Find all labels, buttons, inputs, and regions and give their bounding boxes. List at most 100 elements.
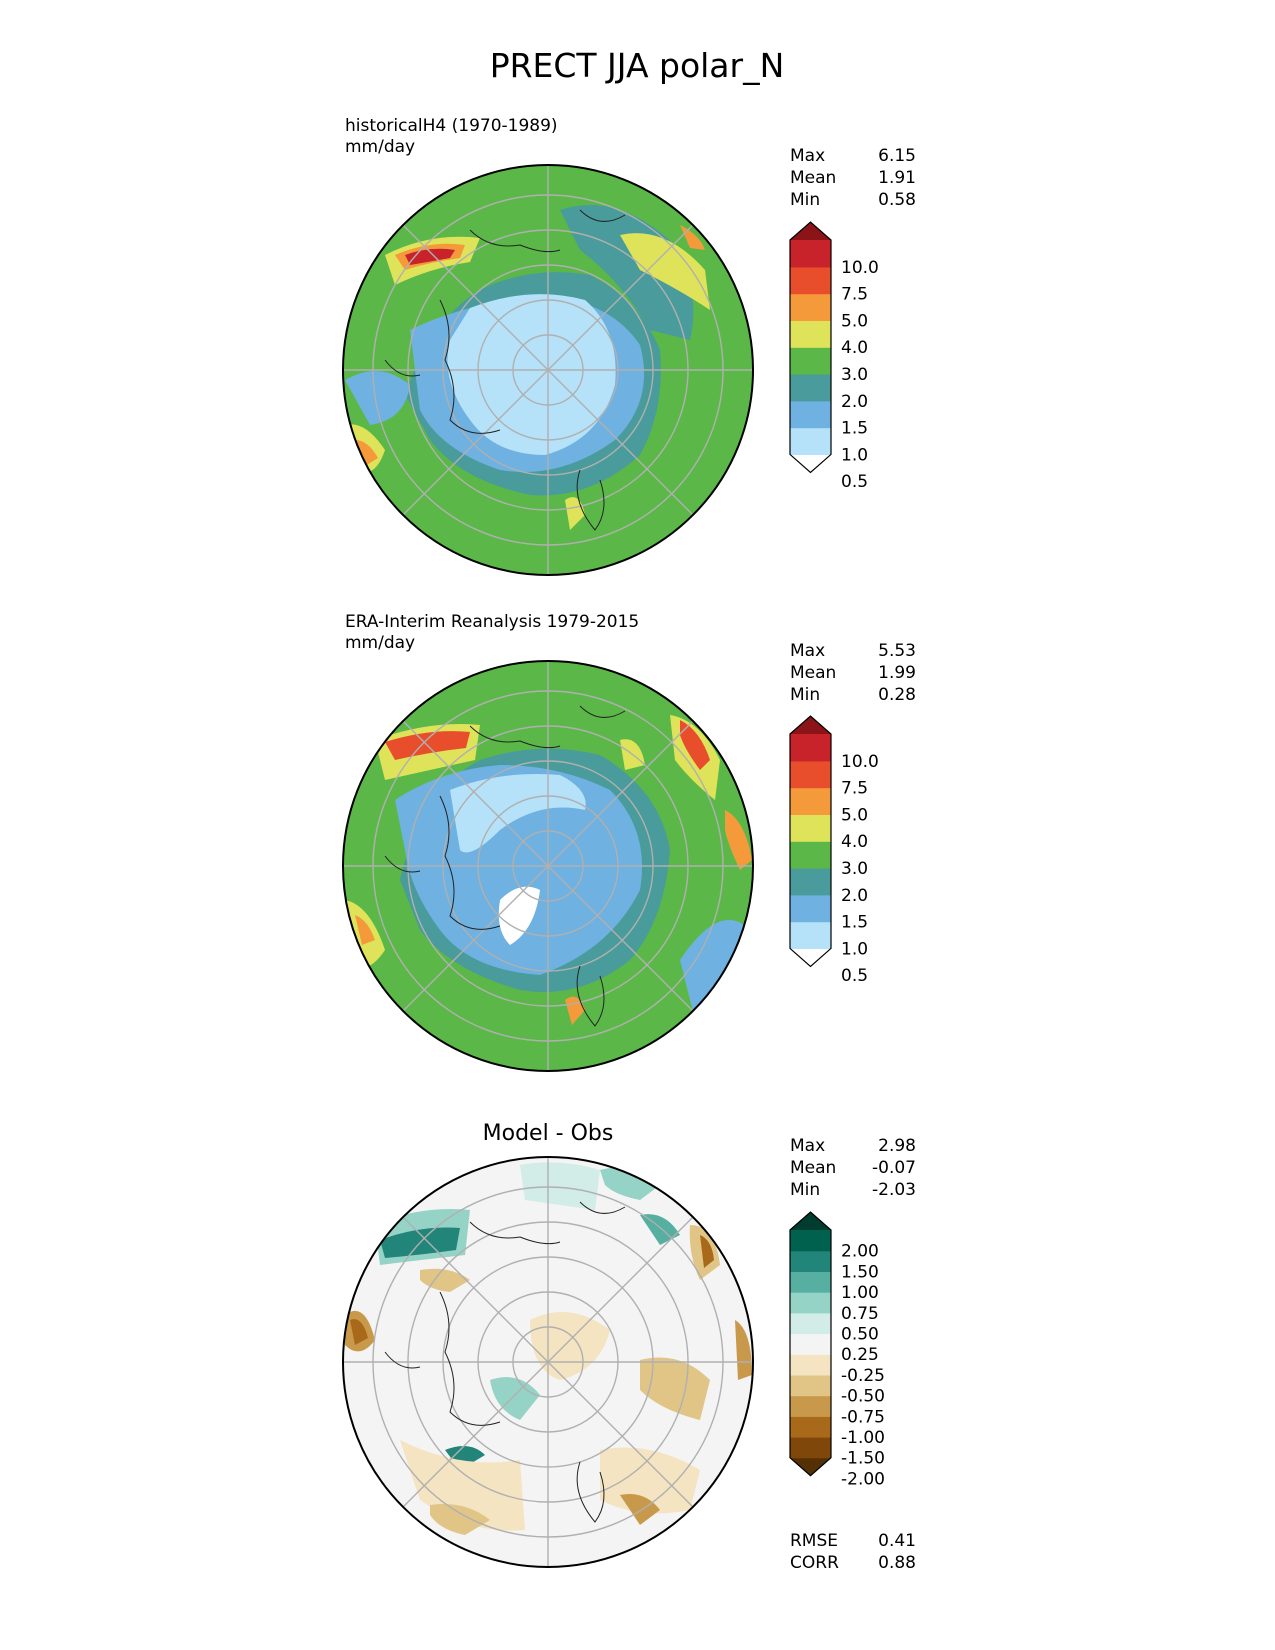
graticule	[343, 661, 753, 1071]
colorbar-tick-label: 2.00	[841, 1242, 879, 1262]
colorbar-extend-top	[790, 222, 831, 240]
colorbar-segment	[790, 266, 831, 295]
colorbar-segment	[790, 868, 831, 896]
stats-table: Max Mean Min 2.98 -0.07 -2.03 RMSE CORR …	[790, 1136, 916, 1573]
colorbar-segment	[790, 1416, 831, 1438]
stat-label-min: Min	[790, 685, 820, 705]
colorbar-extend-bottom	[790, 1457, 831, 1476]
colorbar-tick-label: 0.75	[841, 1304, 879, 1324]
colorbar-segment	[790, 1437, 831, 1459]
colorbar-tick-label: 10.0	[841, 752, 879, 772]
stat-label-min: Min	[790, 1180, 820, 1200]
colorbar-tick-label: 3.0	[841, 859, 868, 879]
colorbar-tick-label: 1.00	[841, 1283, 879, 1303]
coastlines	[384, 209, 626, 531]
stat-min: 0.58	[878, 190, 916, 210]
panel-obs: ERA-Interim Reanalysis 1979-2015 mm/day	[342, 612, 916, 1072]
colorbar-tick-label: 1.0	[841, 445, 868, 465]
stat-label-corr: CORR	[790, 1553, 839, 1573]
colorbar-segment	[790, 841, 831, 869]
colorbar-segment	[790, 427, 831, 455]
graticule	[343, 165, 753, 575]
stat-label-min: Min	[790, 190, 820, 210]
stat-max: 5.53	[878, 641, 916, 661]
colorbar-segment	[790, 1250, 831, 1272]
colorbar-tick-label: 5.0	[841, 311, 868, 331]
colorbar-tick-label: 5.0	[841, 805, 868, 825]
stat-mean: 1.91	[878, 168, 916, 188]
colorbar-tick-label: -0.75	[841, 1407, 885, 1427]
colorbar-tick-label: 7.5	[841, 779, 868, 799]
colorbar-tick-label: -2.00	[841, 1469, 885, 1489]
stat-min: 0.28	[878, 685, 916, 705]
panel-title: Model - Obs	[483, 1121, 614, 1146]
map-frame	[342, 164, 754, 576]
colorbar-outline	[789, 1211, 832, 1477]
colorbar-outline	[789, 715, 832, 968]
colorbar-segment	[790, 921, 831, 949]
colorbar: 2.001.501.000.750.500.25-0.25-0.50-0.75-…	[789, 1211, 885, 1489]
stat-max: 2.98	[878, 1136, 916, 1156]
colorbar-tick-label: 0.5	[841, 472, 868, 492]
stat-label-mean: Mean	[790, 168, 836, 188]
colorbar-segment	[790, 787, 831, 815]
stat-label-max: Max	[790, 146, 825, 166]
colorbar-tick-label: 1.5	[841, 913, 868, 933]
colorbar-segment	[790, 814, 831, 842]
panel-model: historicalH4 (1970-1989) mm/day	[342, 116, 916, 576]
colorbar-tick-label: -1.00	[841, 1428, 885, 1448]
colorbar-segment	[790, 1230, 831, 1252]
colorbar-tick-label: 4.0	[841, 338, 868, 358]
colorbar-segment	[790, 1333, 831, 1355]
colorbar-tick-label: 0.50	[841, 1325, 879, 1345]
colorbar-segment	[790, 1395, 831, 1417]
colorbar-tick-label: -0.25	[841, 1366, 885, 1386]
stat-mean: 1.99	[878, 663, 916, 683]
graticule	[343, 1157, 753, 1567]
coastlines	[384, 1201, 626, 1523]
colorbar-segment	[790, 400, 831, 429]
stat-rmse: 0.41	[878, 1531, 916, 1551]
colorbar-tick-label: 2.0	[841, 392, 868, 412]
map-frame	[342, 660, 754, 1072]
colorbar-tick-label: 3.0	[841, 365, 868, 385]
colorbar-segment	[790, 347, 831, 375]
stat-max: 6.15	[878, 146, 916, 166]
colorbar-tick-label: 7.5	[841, 285, 868, 305]
stat-mean: -0.07	[872, 1158, 916, 1178]
colorbar: 10.0 7.5 5.0 4.0 3.0 2.0 1.5 1.0 0.5	[789, 221, 879, 492]
colorbar-segment	[790, 320, 831, 348]
colorbar-segment	[790, 374, 831, 402]
colorbar-extend-top	[790, 1212, 831, 1230]
stat-min: -2.03	[872, 1180, 916, 1200]
panel-title: ERA-Interim Reanalysis 1979-2015	[345, 612, 639, 632]
colorbar-extend-bottom	[790, 948, 831, 967]
colorbar-extend-top	[790, 716, 831, 734]
stats-table: Max Mean Min 6.15 1.91 0.58	[790, 146, 916, 210]
stat-corr: 0.88	[878, 1553, 916, 1573]
panel-units: mm/day	[345, 137, 415, 157]
map-frame	[342, 1156, 754, 1568]
stat-label-mean: Mean	[790, 1158, 836, 1178]
colorbar-segment	[790, 293, 831, 321]
colorbar-segment	[790, 734, 831, 762]
stats-table: Max Mean Min 5.53 1.99 0.28	[790, 641, 916, 705]
colorbar-segment	[790, 1374, 831, 1397]
colorbar-tick-label: 4.0	[841, 832, 868, 852]
colorbar-segment	[790, 1354, 831, 1376]
colorbar: 10.0 7.5 5.0 4.0 3.0 2.0 1.5 1.0 0.5	[789, 715, 879, 986]
colorbar-tick-label: 1.50	[841, 1262, 879, 1282]
colorbar-tick-label: -1.50	[841, 1449, 885, 1469]
colorbar-segment	[790, 1271, 831, 1293]
colorbar-outline	[789, 221, 832, 474]
figure-title: PRECT JJA polar_N	[490, 46, 785, 85]
panel-units: mm/day	[345, 633, 415, 653]
colorbar-segment	[790, 894, 831, 923]
panel-diff: Model - Obs	[342, 1121, 916, 1573]
stat-label-max: Max	[790, 641, 825, 661]
colorbar-tick-label: -0.50	[841, 1387, 885, 1407]
colorbar-tick-label: 0.25	[841, 1345, 879, 1365]
colorbar-tick-label: 1.5	[841, 419, 868, 439]
stat-label-max: Max	[790, 1136, 825, 1156]
panel-title: historicalH4 (1970-1989)	[345, 116, 558, 136]
